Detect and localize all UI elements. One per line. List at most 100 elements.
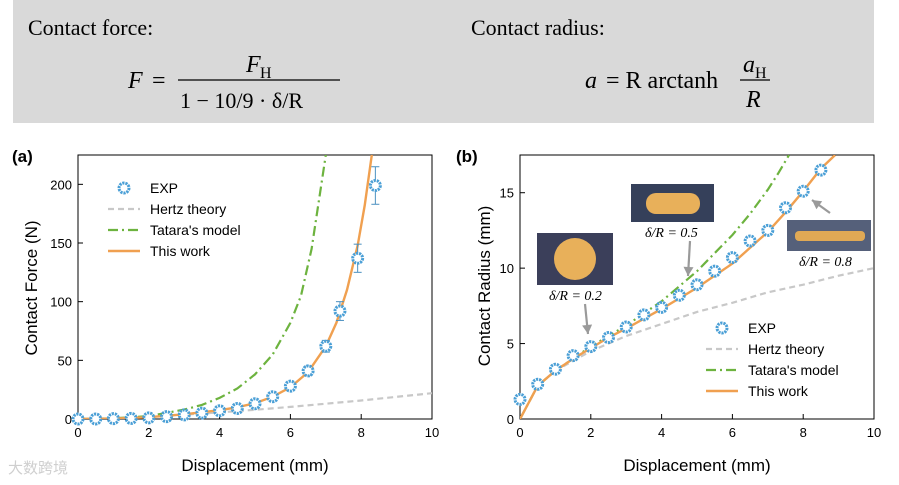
chart-b-legend: EXP Hertz theory Tatara's model This wor… [748, 320, 839, 399]
chart-b-ytick-label-2: 10 [500, 261, 514, 276]
chart-a-series-group [78, 155, 432, 419]
chart-b-legend-exp-marker [715, 321, 729, 335]
chart-a-exp-point-17 [368, 179, 382, 193]
chart-b-ylabel: Contact Radius (mm) [475, 206, 494, 367]
chart-a-exp-point-4 [142, 411, 156, 425]
chart-a-ylabel: Contact Force (N) [22, 220, 41, 355]
photo-inset-0-2-sphere [554, 238, 596, 280]
chart-a-exp-point-14 [319, 339, 333, 353]
chart-a-exp-point-8 [213, 404, 227, 418]
radius-eq-rest: = R arctanh [606, 68, 718, 94]
chart-b-series-dashed-line [520, 267, 874, 419]
chart-b-exp-point-15 [779, 201, 792, 215]
annotation-0-5: δ/R = 0.5 [645, 226, 698, 241]
watermark-text: 大数跨境 [8, 459, 69, 477]
chart-b-series-dashdot-line [520, 155, 790, 419]
chart-a-exp-point-12 [283, 379, 297, 393]
force-eq-denominator: 1 − 10/9 · δ/R [180, 88, 303, 113]
chart-a-exp-point-5 [160, 410, 173, 424]
photo-inset-0-8 [787, 220, 871, 251]
chart-b-xlabel: Displacement (mm) [623, 456, 770, 475]
chart-a-xtick-label-3: 6 [287, 425, 294, 440]
chart-a-exp-point-13 [301, 364, 315, 378]
photo-inset-0-5-sphere [646, 193, 700, 214]
radius-eq-denominator: R [745, 87, 761, 113]
chart-b-exp-point-6 [619, 320, 633, 334]
chart-b-xtick-label-1: 2 [587, 425, 594, 440]
chart-b-exp-point-12 [725, 251, 739, 265]
chart-a-exp-point-15 [333, 304, 347, 318]
chart-a-exp-point-10 [248, 397, 262, 411]
chart-a-exp-point-9 [230, 401, 244, 415]
chart-b-exp-point-1 [531, 377, 545, 391]
chart-a-xtick-label-4: 8 [358, 425, 365, 440]
annotation-arrowhead-2 [812, 200, 823, 210]
photo-inset-0-5 [631, 184, 714, 222]
watermark: 大数跨境 [8, 457, 68, 478]
annotation-0-8: δ/R = 0.8 [799, 255, 852, 270]
photo-inset-0-8-sphere [795, 231, 865, 241]
chart-a-ytick-label-1: 50 [58, 353, 72, 368]
chart-b-exp-point-14 [761, 223, 775, 237]
chart-a-exp-point-3 [124, 411, 138, 425]
radius-eq-numerator: a [743, 52, 755, 78]
chart-a-series-dashed-line [78, 392, 432, 419]
chart-a-exp-point-0 [71, 412, 85, 426]
chart-a-xlabel: Displacement (mm) [181, 456, 328, 475]
chart-b-xtick-label-3: 6 [729, 425, 736, 440]
force-eq-numerator-subscript: H [260, 65, 272, 82]
force-eq-lhs: F [127, 68, 143, 94]
chart-a-legend-hertz: Hertz theory [150, 201, 226, 217]
chart-b-xtick-label-0: 0 [516, 425, 523, 440]
chart-a-xtick-label-1: 2 [145, 425, 152, 440]
force-eq-numerator: F [245, 52, 261, 78]
panel-label-b: (b) [456, 147, 478, 166]
chart-a-ytick-label-2: 100 [50, 295, 72, 310]
force-title: Contact force: [28, 15, 153, 40]
chart-b-exp-point-8 [655, 300, 669, 314]
chart-b-axes-frame [519, 154, 875, 420]
force-equation: F = F H 1 − 10/9 · δ/R [127, 52, 340, 113]
annotation-arrowhead-1 [683, 266, 694, 276]
chart-b-exp-point-7 [637, 308, 651, 322]
radius-title: Contact radius: [471, 15, 605, 40]
panel-label-a: (a) [12, 147, 33, 166]
chart-a-axes-frame [77, 154, 433, 420]
chart-a-series-solid-line [78, 155, 373, 419]
chart-b-exp-point-5 [602, 331, 615, 345]
chart-b-ytick-label-1: 5 [507, 337, 514, 352]
chart-b-legend-hertz: Hertz theory [748, 341, 824, 357]
formula-banner [13, 0, 874, 123]
chart-b-exp-point-17 [814, 163, 828, 177]
annotation-0-2: δ/R = 0.2 [549, 289, 602, 304]
chart-a-legend-thiswork: This work [150, 243, 211, 259]
chart-panel-b: (b) 0 2 4 6 8 10 0 5 10 15 Displacement (mm) Cont… [456, 147, 881, 475]
radius-equation: a = R arctanh a H R [585, 52, 770, 113]
chart-a-exp-point-6 [177, 408, 191, 422]
chart-a-legend-exp-marker [117, 181, 131, 195]
force-eq-equals: = [152, 68, 166, 94]
chart-a-ytick-label-3: 150 [50, 236, 72, 251]
chart-a-series-dashdot-line [78, 155, 327, 419]
chart-a-xtick-label-0: 0 [74, 425, 81, 440]
chart-b-exp-point-11 [708, 264, 722, 278]
chart-a-exp-point-16 [351, 251, 365, 265]
chart-a-exp-point-11 [266, 390, 280, 404]
chart-a-ytick-label-0: 0 [65, 412, 72, 427]
chart-b-xtick-label-2: 4 [658, 425, 665, 440]
chart-a-xtick-label-2: 4 [216, 425, 223, 440]
chart-a-legend: EXP Hertz theory Tatara's model This wor… [150, 180, 241, 259]
chart-b-ytick-label-0: 0 [507, 412, 514, 427]
chart-b-exp-point-13 [743, 234, 757, 248]
chart-b-exp-point-9 [672, 288, 686, 302]
chart-b-exp-point-10 [690, 278, 704, 292]
radius-eq-lhs: a [585, 68, 597, 94]
chart-a-legend-exp: EXP [150, 180, 178, 196]
chart-b-xtick-label-4: 8 [800, 425, 807, 440]
chart-b-legend-tatara: Tatara's model [748, 362, 839, 378]
photo-inset-0-2 [537, 233, 613, 285]
chart-b-annotations: δ/R = 0.2 δ/R = 0.5 δ/R = 0.8 [549, 226, 852, 304]
chart-a-exp-point-7 [195, 406, 209, 420]
chart-b-ytick-label-3: 15 [500, 186, 514, 201]
